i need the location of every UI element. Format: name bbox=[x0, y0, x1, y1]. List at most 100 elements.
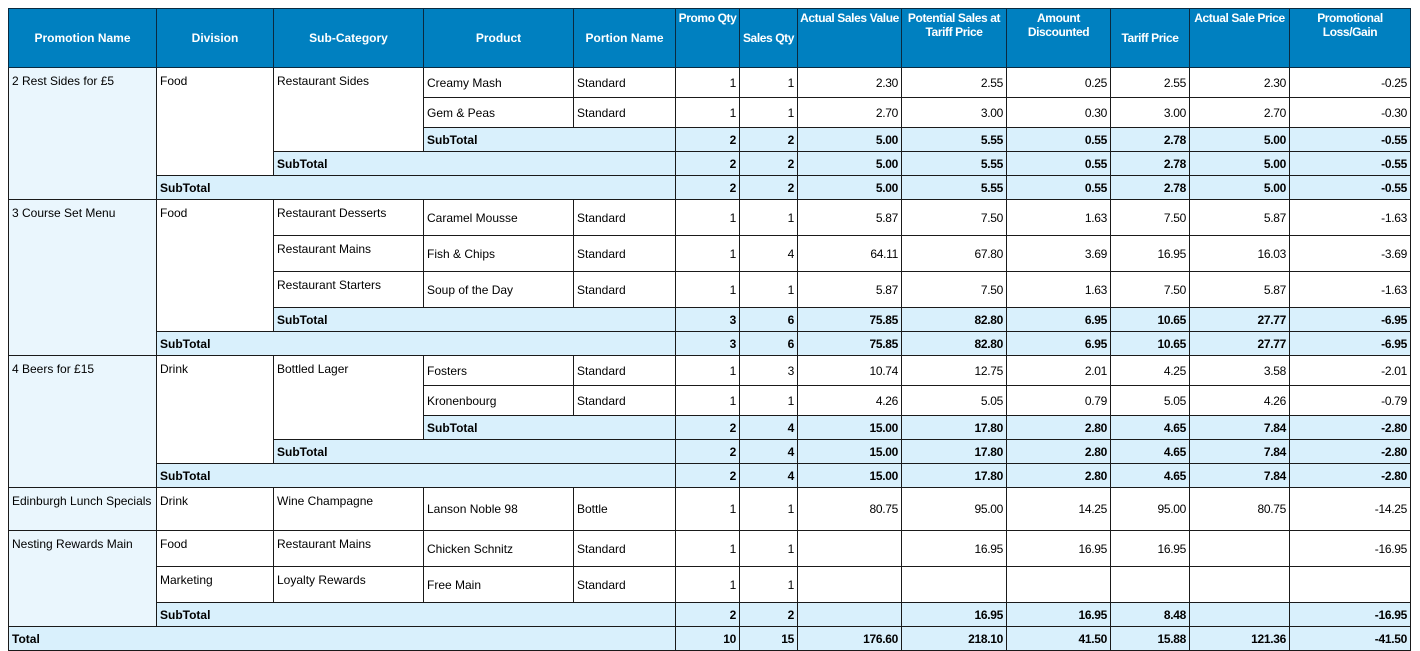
amount-discounted-cell: 2.80 bbox=[1006, 415, 1111, 440]
promotional-loss-gain-cell: -0.25 bbox=[1289, 67, 1411, 98]
promo-qty-cell: 1 bbox=[675, 67, 740, 98]
potential-sales-cell: 16.95 bbox=[901, 530, 1007, 567]
tariff-price-cell: 2.78 bbox=[1110, 175, 1190, 200]
promotional-loss-gain-cell: -16.95 bbox=[1289, 602, 1411, 627]
actual-sale-price-cell: 7.84 bbox=[1189, 415, 1290, 440]
sales-qty-cell: 1 bbox=[739, 97, 798, 128]
promotional-loss-gain-cell: -1.63 bbox=[1289, 199, 1411, 236]
promotion-name-cell: 4 Beers for £15 bbox=[8, 355, 157, 488]
division-subtotal-row: SubTotal 2 4 15.00 17.80 2.80 4.65 7.84 -2.80 bbox=[9, 439, 1411, 464]
tariff-price-cell: 2.78 bbox=[1110, 127, 1190, 152]
tariff-price-cell: 4.65 bbox=[1110, 463, 1190, 488]
potential-sales-cell: 218.10 bbox=[901, 626, 1007, 651]
tariff-price-cell: 4.65 bbox=[1110, 415, 1190, 440]
tariff-price-cell: 4.65 bbox=[1110, 439, 1190, 464]
sub-category-cell: Loyalty Rewards bbox=[273, 566, 424, 603]
actual-sales-value-cell: 4.26 bbox=[797, 385, 902, 416]
column-header[interactable]: Sub-Category bbox=[273, 8, 424, 68]
sales-qty-cell: 4 bbox=[739, 235, 798, 272]
grand-total-row: Total 10 15 176.60 218.10 41.50 15.88 121.36 -41… bbox=[8, 626, 1411, 651]
tariff-price-cell: 16.95 bbox=[1110, 530, 1190, 567]
sub-category-cell: Restaurant Starters bbox=[273, 271, 424, 308]
column-header[interactable]: Portion Name bbox=[573, 8, 676, 68]
column-header[interactable]: Promo Qty bbox=[675, 8, 740, 68]
sales-qty-cell: 4 bbox=[739, 463, 798, 488]
amount-discounted-cell: 14.25 bbox=[1006, 487, 1111, 531]
sales-qty-cell: 1 bbox=[739, 530, 798, 567]
column-header[interactable]: Actual Sales Value bbox=[797, 8, 902, 68]
sub-category-subtotal-row: SubTotal 2 4 15.00 17.80 2.80 4.65 7.84 -2.80 bbox=[9, 415, 1411, 440]
column-header[interactable]: Product bbox=[423, 8, 574, 68]
column-header[interactable]: Potential Sales at Tariff Price bbox=[901, 8, 1007, 68]
product-cell: Creamy Mash bbox=[423, 67, 574, 98]
column-header[interactable]: Promotional Loss/Gain bbox=[1289, 8, 1411, 68]
promotional-loss-gain-cell: -2.01 bbox=[1289, 355, 1411, 386]
tariff-price-cell: 8.48 bbox=[1110, 602, 1190, 627]
amount-discounted-cell: 41.50 bbox=[1006, 626, 1111, 651]
promotion-name-cell: 3 Course Set Menu bbox=[8, 199, 157, 356]
sub-category-cell: Wine Champagne bbox=[273, 487, 424, 531]
column-header[interactable]: Actual Sale Price bbox=[1189, 8, 1290, 68]
portion-name-cell: Standard bbox=[573, 271, 676, 308]
actual-sales-value-cell: 5.00 bbox=[797, 151, 902, 176]
actual-sales-value-cell: 75.85 bbox=[797, 331, 902, 356]
actual-sales-value-cell: 64.11 bbox=[797, 235, 902, 272]
promotion-subtotal-row: SubTotal 2 2 5.00 5.55 0.55 2.78 5.00 -0.55 bbox=[9, 175, 1411, 200]
promo-qty-cell: 1 bbox=[675, 199, 740, 236]
actual-sales-value-cell bbox=[797, 566, 902, 603]
tariff-price-cell: 2.78 bbox=[1110, 151, 1190, 176]
actual-sale-price-cell: 80.75 bbox=[1189, 487, 1290, 531]
amount-discounted-cell: 2.80 bbox=[1006, 463, 1111, 488]
actual-sales-value-cell: 2.70 bbox=[797, 97, 902, 128]
potential-sales-cell: 5.55 bbox=[901, 175, 1007, 200]
actual-sale-price-cell bbox=[1189, 566, 1290, 603]
actual-sales-value-cell: 176.60 bbox=[797, 626, 902, 651]
column-header[interactable]: Sales Qty bbox=[739, 8, 798, 68]
potential-sales-cell: 7.50 bbox=[901, 271, 1007, 308]
promotional-loss-gain-cell: -16.95 bbox=[1289, 530, 1411, 567]
table-row: Marketing Loyalty Rewards Free Main Standar… bbox=[9, 566, 1411, 603]
promo-qty-cell: 3 bbox=[675, 331, 740, 356]
column-header[interactable]: Promotion Name bbox=[8, 8, 157, 68]
actual-sale-price-cell: 5.00 bbox=[1189, 151, 1290, 176]
column-header[interactable]: Amount Discounted bbox=[1006, 8, 1111, 68]
sub-category-subtotal-row: SubTotal 2 2 5.00 5.55 0.55 2.78 5.00 -0.55 bbox=[9, 127, 1411, 152]
table-row: Edinburgh Lunch Specials Drink Wine Champa… bbox=[8, 487, 1411, 531]
table-row: Restaurant Starters Soup of the Day Standa… bbox=[9, 271, 1411, 308]
product-cell: Free Main bbox=[423, 566, 574, 603]
promo-qty-cell: 1 bbox=[675, 566, 740, 603]
tariff-price-cell: 3.00 bbox=[1110, 97, 1190, 128]
promotional-loss-gain-cell bbox=[1289, 566, 1411, 603]
amount-discounted-cell: 1.63 bbox=[1006, 199, 1111, 236]
tariff-price-cell: 2.55 bbox=[1110, 67, 1190, 98]
division-cell: Drink bbox=[156, 355, 274, 464]
actual-sale-price-cell: 5.00 bbox=[1189, 127, 1290, 152]
table-row: Nesting Rewards Main Food Restaurant Mains… bbox=[8, 530, 1411, 627]
portion-name-cell: Bottle bbox=[573, 487, 676, 531]
column-header[interactable]: Division bbox=[156, 8, 274, 68]
promotional-loss-gain-cell: -6.95 bbox=[1289, 331, 1411, 356]
table-row: 2 Rest Sides for £5 Food Restaurant Sides C… bbox=[8, 67, 1411, 200]
sales-qty-cell: 2 bbox=[739, 127, 798, 152]
promotional-loss-gain-cell: -0.79 bbox=[1289, 385, 1411, 416]
tariff-price-cell: 16.95 bbox=[1110, 235, 1190, 272]
promotional-loss-gain-cell: -41.50 bbox=[1289, 626, 1411, 651]
potential-sales-cell: 12.75 bbox=[901, 355, 1007, 386]
actual-sale-price-cell: 27.77 bbox=[1189, 331, 1290, 356]
tariff-price-cell: 10.65 bbox=[1110, 331, 1190, 356]
column-header[interactable]: Tariff Price bbox=[1110, 8, 1190, 68]
subtotal-label: SubTotal bbox=[423, 127, 676, 152]
sales-qty-cell: 1 bbox=[739, 487, 798, 531]
potential-sales-cell: 16.95 bbox=[901, 602, 1007, 627]
sales-qty-cell: 2 bbox=[739, 151, 798, 176]
amount-discounted-cell: 6.95 bbox=[1006, 331, 1111, 356]
promo-qty-cell: 2 bbox=[675, 415, 740, 440]
amount-discounted-cell: 0.55 bbox=[1006, 127, 1111, 152]
sales-qty-cell: 1 bbox=[739, 566, 798, 603]
portion-name-cell: Standard bbox=[573, 530, 676, 567]
actual-sale-price-cell: 2.30 bbox=[1189, 67, 1290, 98]
actual-sale-price-cell: 5.87 bbox=[1189, 271, 1290, 308]
sales-qty-cell: 4 bbox=[739, 439, 798, 464]
division-cell: Drink bbox=[156, 487, 274, 531]
promotions-report-table: Promotion Name Division Sub-Category Produc… bbox=[8, 8, 1411, 651]
